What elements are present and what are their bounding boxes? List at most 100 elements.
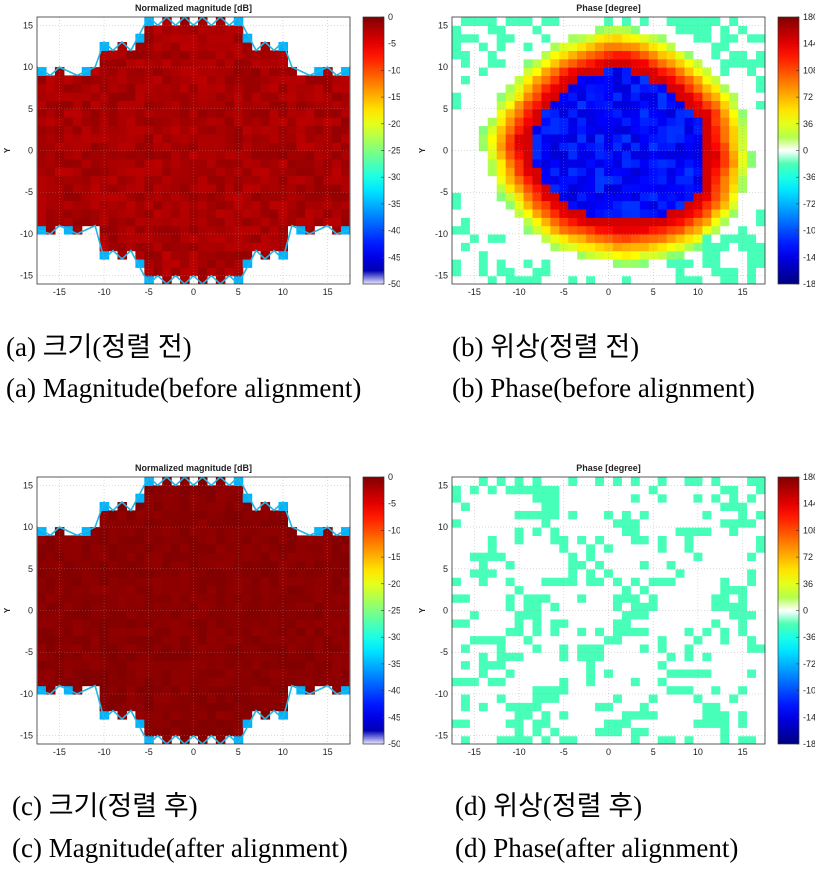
heatmap-cell — [180, 652, 190, 662]
heatmap-cell — [63, 83, 74, 93]
heatmap-cell — [595, 535, 605, 545]
heatmap-cell — [37, 117, 47, 127]
heatmap-cell — [72, 685, 83, 695]
heatmap-cell — [604, 75, 614, 85]
heatmap-cell — [702, 602, 712, 612]
heatmap-cell — [251, 233, 262, 243]
heatmap-cell — [242, 158, 253, 168]
heatmap-cell — [99, 602, 110, 612]
heatmap-cell — [711, 710, 721, 720]
heatmap-cell — [657, 50, 668, 60]
heatmap-cell — [684, 150, 695, 160]
heatmap-cell — [233, 17, 244, 26]
heatmap-cell — [452, 560, 462, 570]
heatmap-cell — [144, 493, 154, 503]
heatmap-cell — [711, 125, 721, 135]
heatmap-cell — [675, 602, 686, 612]
heatmap-cell — [657, 493, 668, 503]
heatmap-cell — [452, 67, 462, 77]
heatmap-cell — [37, 200, 47, 210]
heatmap-cell — [523, 58, 534, 68]
heatmap-cell — [559, 125, 569, 135]
y-tick-label: 10 — [438, 62, 448, 72]
heatmap-cell — [215, 668, 226, 678]
heatmap-cell — [666, 50, 677, 60]
heatmap-cell — [189, 217, 199, 227]
heatmap-cell — [514, 652, 525, 662]
x-tick-label: 0 — [191, 287, 196, 297]
heatmap-cell — [720, 158, 730, 168]
heatmap-cell — [756, 192, 765, 202]
heatmap-cell — [287, 217, 297, 227]
heatmap-cell — [452, 602, 462, 612]
heatmap-cell — [469, 527, 480, 537]
heatmap-cell — [630, 183, 641, 193]
heatmap-cell — [189, 568, 199, 578]
heatmap-cell — [478, 568, 489, 578]
heatmap-cell — [532, 125, 543, 135]
heatmap-cell — [180, 92, 190, 102]
heatmap-cell — [90, 610, 101, 620]
heatmap-cell — [550, 585, 560, 595]
heatmap-cell — [469, 710, 480, 720]
heatmap-cell — [478, 477, 489, 486]
heatmap-cell — [224, 175, 235, 185]
heatmap-cell — [197, 183, 208, 193]
heatmap-cell — [666, 618, 677, 628]
heatmap-cell — [469, 677, 480, 687]
x-tick-label: -15 — [468, 747, 481, 757]
heatmap-cell — [242, 535, 253, 545]
heatmap-cell — [684, 652, 695, 662]
heatmap-cell — [206, 142, 217, 152]
heatmap-cell — [666, 192, 677, 202]
heatmap-cell — [514, 175, 525, 185]
heatmap-cell — [117, 158, 128, 168]
heatmap-cell — [63, 585, 74, 595]
heatmap-cell — [729, 602, 739, 612]
heatmap-cell — [117, 58, 128, 68]
heatmap-cell — [738, 710, 748, 720]
heatmap-cell — [233, 108, 244, 118]
heatmap-cell — [604, 183, 614, 193]
heatmap-cell — [242, 175, 253, 185]
heatmap-cell — [514, 117, 525, 127]
heatmap-cell — [90, 108, 101, 118]
heatmap-cell — [577, 192, 587, 202]
heatmap-cell — [621, 92, 632, 102]
heatmap-cell — [242, 250, 253, 260]
heatmap-cell — [738, 117, 748, 127]
heatmap-cell — [648, 167, 659, 177]
heatmap-cell — [675, 33, 686, 43]
heatmap-cell — [756, 552, 765, 562]
heatmap-cell — [702, 627, 712, 637]
heatmap-cell — [630, 618, 641, 628]
heatmap-cell — [45, 133, 56, 143]
heatmap-cell — [269, 100, 280, 110]
heatmap-cell — [197, 585, 208, 595]
heatmap-cell — [586, 610, 596, 620]
heatmap-cell — [639, 175, 650, 185]
heatmap-cell — [452, 577, 462, 587]
heatmap-cell — [496, 125, 507, 135]
heatmap-cell — [323, 108, 333, 118]
heatmap-cell — [720, 477, 730, 486]
heatmap-cell — [496, 192, 507, 202]
heatmap-cell — [180, 577, 190, 587]
heatmap-cell — [90, 560, 101, 570]
heatmap-cell — [550, 58, 560, 68]
heatmap-cell — [126, 510, 136, 520]
heatmap-cell — [720, 718, 730, 728]
heatmap-cell — [675, 502, 686, 511]
heatmap-cell — [63, 92, 74, 102]
heatmap-cell — [612, 518, 623, 528]
heatmap-cell — [460, 643, 471, 653]
heatmap-cell — [460, 175, 471, 185]
heatmap-cell — [550, 275, 560, 284]
heatmap-cell — [197, 643, 208, 653]
heatmap-cell — [657, 33, 668, 43]
heatmap-cell — [233, 485, 244, 495]
heatmap-cell — [287, 585, 297, 595]
x-tick-label: -10 — [98, 747, 111, 757]
heatmap-cell — [532, 543, 543, 553]
heatmap-cell — [577, 217, 587, 227]
